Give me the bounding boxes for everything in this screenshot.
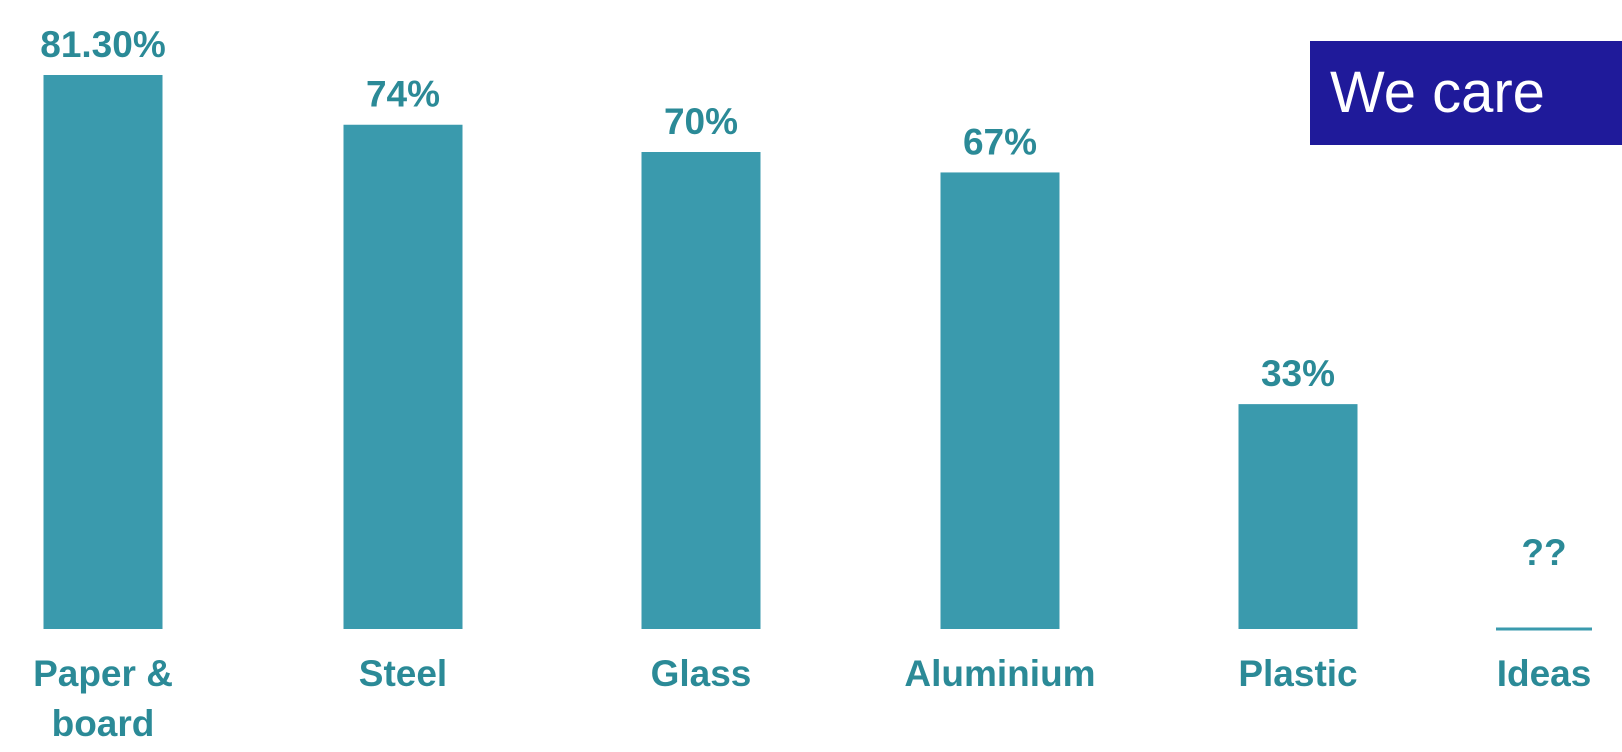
category-label: Plastic bbox=[1238, 653, 1357, 694]
bar-paper-board bbox=[43, 75, 163, 629]
bar-plastic bbox=[1238, 404, 1358, 629]
value-label: 81.30% bbox=[40, 24, 166, 65]
value-label: ?? bbox=[1521, 532, 1566, 573]
value-label: 33% bbox=[1261, 353, 1335, 394]
category-label: Aluminium bbox=[904, 653, 1095, 694]
bar-steel bbox=[343, 124, 463, 630]
category-label: Glass bbox=[651, 653, 752, 694]
category-label: Paper & board bbox=[33, 653, 173, 744]
bar-glass bbox=[641, 152, 761, 630]
value-label: 67% bbox=[963, 121, 1037, 162]
category-label: Steel bbox=[359, 653, 447, 694]
bar-aluminium bbox=[940, 172, 1060, 629]
badge-text: We care bbox=[1330, 60, 1545, 125]
value-label: 74% bbox=[366, 74, 440, 115]
category-label: Ideas bbox=[1497, 653, 1592, 694]
value-label: 70% bbox=[664, 101, 738, 142]
we-care-badge: We care bbox=[1310, 41, 1622, 145]
